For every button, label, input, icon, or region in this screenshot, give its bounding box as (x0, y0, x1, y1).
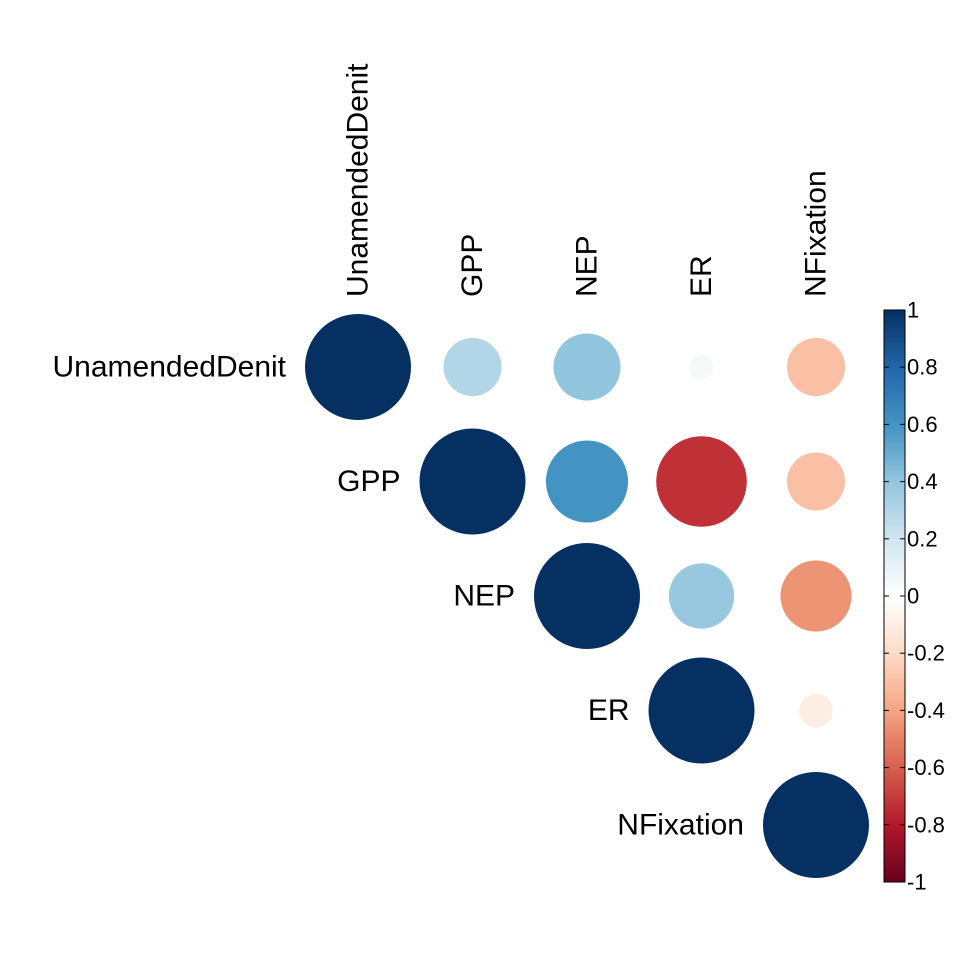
colorbar-tick-label: 1 (907, 298, 919, 323)
row-label: GPP (337, 465, 400, 498)
colorbar-tick-label: 0.6 (907, 412, 938, 437)
row-label: ER (588, 694, 630, 727)
corr-circle-UnamendedDenit-NEP (553, 333, 621, 401)
corr-circle-NEP-NEP (534, 543, 640, 649)
corr-circle-GPP-NEP (545, 440, 629, 523)
corr-circle-GPP-GPP (419, 428, 526, 535)
correlation-cells (305, 314, 869, 878)
colorbar-tick-label: 0.2 (907, 526, 938, 551)
corr-circle-NEP-ER (668, 563, 735, 629)
row-labels: UnamendedDenit GPP NEP ER NFixation (53, 351, 744, 842)
corr-circle-NFixation-NFixation (763, 772, 869, 878)
corr-circle-ER-NFixation (799, 693, 833, 728)
colorbar-tick-label: 0 (907, 584, 919, 609)
corr-circle-ER-ER (648, 657, 755, 764)
row-label: UnamendedDenit (53, 351, 287, 384)
column-label: NEP (571, 235, 604, 297)
column-label: UnamendedDenit (342, 63, 375, 297)
column-labels: UnamendedDenit GPP NEP ER NFixation (342, 63, 833, 297)
corr-circle-GPP-ER (656, 436, 747, 527)
corr-circle-NEP-NFixation (780, 560, 852, 632)
colorbar-tick-label: -0.8 (907, 812, 945, 837)
row-label: NEP (453, 580, 515, 613)
column-label: GPP (456, 234, 489, 297)
colorbar-tick-label: -0.6 (907, 755, 945, 780)
colorbar-tick-label: -1 (907, 870, 927, 895)
corr-circle-UnamendedDenit-ER (689, 355, 714, 379)
colorbar-tick-label: 0.4 (907, 469, 938, 494)
corr-circle-UnamendedDenit-UnamendedDenit (305, 314, 411, 420)
color-legend: 1 0.8 0.6 0.4 0.2 0 -0.2 -0.4 -0.6 -0.8 -1 (883, 298, 945, 895)
corr-circle-UnamendedDenit-GPP (443, 337, 502, 397)
column-label: NFixation (800, 170, 833, 297)
color-legend-ticks: 1 0.8 0.6 0.4 0.2 0 -0.2 -0.4 -0.6 -0.8 -1 (884, 298, 945, 895)
corr-circle-UnamendedDenit-NFixation (786, 337, 846, 397)
corr-circle-GPP-NFixation (786, 452, 846, 511)
colorbar-tick-label: -0.4 (907, 698, 945, 723)
colorbar-tick-label: 0.8 (907, 355, 938, 380)
colorbar-tick-label: -0.2 (907, 641, 945, 666)
column-label: ER (685, 255, 718, 297)
row-label: NFixation (617, 809, 744, 842)
